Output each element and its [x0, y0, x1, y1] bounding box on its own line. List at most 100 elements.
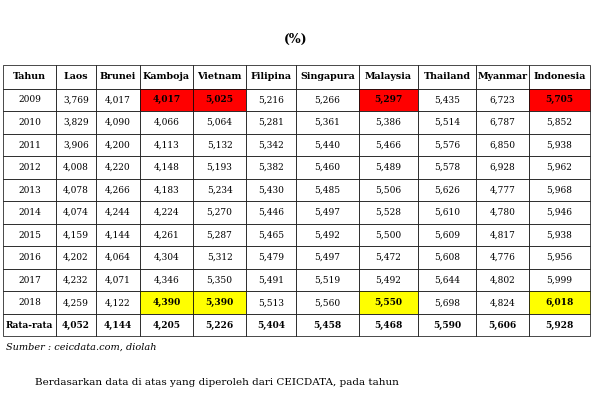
Bar	[246, 65, 297, 89]
Text: 6,850: 6,850	[489, 140, 515, 150]
Text: 5,287: 5,287	[207, 231, 232, 240]
Bar	[96, 269, 140, 291]
Bar	[56, 269, 96, 291]
Text: 4,064: 4,064	[105, 253, 131, 262]
Bar	[476, 179, 529, 201]
Text: 5,465: 5,465	[258, 231, 284, 240]
Text: 5,485: 5,485	[314, 186, 340, 194]
Bar	[56, 134, 96, 156]
Text: 5,281: 5,281	[258, 118, 284, 127]
Text: Berdasarkan data di atas yang diperoleh dari CEICDATA, pada tahun: Berdasarkan data di atas yang diperoleh …	[35, 378, 400, 387]
Text: 4,017: 4,017	[105, 95, 131, 104]
Bar	[56, 246, 96, 269]
Bar	[359, 291, 418, 314]
Text: 4,232: 4,232	[63, 276, 89, 285]
Text: 2009: 2009	[18, 95, 41, 104]
Text: (%): (%)	[284, 33, 307, 46]
Text: 4,144: 4,144	[103, 321, 132, 330]
Text: 4,824: 4,824	[489, 298, 515, 307]
Bar	[193, 269, 246, 291]
Bar	[246, 111, 297, 134]
Bar	[418, 269, 476, 291]
Bar	[529, 134, 590, 156]
Bar	[529, 89, 590, 111]
Text: 5,514: 5,514	[434, 118, 460, 127]
Bar	[3, 224, 56, 246]
Bar	[529, 224, 590, 246]
Text: 4,261: 4,261	[154, 231, 179, 240]
Bar	[418, 156, 476, 179]
Text: 4,017: 4,017	[152, 95, 180, 104]
Bar	[297, 179, 359, 201]
Text: 5,578: 5,578	[434, 163, 460, 172]
Bar	[193, 156, 246, 179]
Bar	[246, 89, 297, 111]
Text: 5,609: 5,609	[434, 231, 460, 240]
Text: 4,200: 4,200	[105, 140, 131, 150]
Bar	[476, 201, 529, 224]
Bar	[3, 201, 56, 224]
Bar	[96, 65, 140, 89]
Text: 2010: 2010	[18, 118, 41, 127]
Text: 4,802: 4,802	[489, 276, 515, 285]
Bar	[96, 201, 140, 224]
Text: 4,008: 4,008	[63, 163, 89, 172]
Text: 5,492: 5,492	[375, 276, 401, 285]
Text: Kamboja: Kamboja	[143, 72, 190, 81]
Bar	[359, 89, 418, 111]
Text: 5,025: 5,025	[206, 95, 233, 104]
Bar	[476, 89, 529, 111]
Bar	[193, 201, 246, 224]
Text: 5,479: 5,479	[258, 253, 284, 262]
Text: 5,489: 5,489	[375, 163, 401, 172]
Text: Tahun: Tahun	[13, 72, 46, 81]
Text: 4,780: 4,780	[489, 208, 515, 217]
Bar	[297, 201, 359, 224]
Text: 2013: 2013	[18, 186, 41, 194]
Text: 5,506: 5,506	[375, 186, 401, 194]
Bar	[3, 291, 56, 314]
Bar	[359, 156, 418, 179]
Text: 5,312: 5,312	[207, 253, 232, 262]
Bar	[359, 246, 418, 269]
Text: 5,404: 5,404	[257, 321, 285, 330]
Text: Thailand: Thailand	[423, 72, 470, 81]
Text: 5,528: 5,528	[375, 208, 401, 217]
Bar	[476, 134, 529, 156]
Text: Singapura: Singapura	[300, 72, 355, 81]
Bar	[3, 314, 56, 336]
Text: 3,829: 3,829	[63, 118, 89, 127]
Text: 3,769: 3,769	[63, 95, 89, 104]
Bar	[56, 111, 96, 134]
Bar	[246, 246, 297, 269]
Bar	[96, 224, 140, 246]
Bar	[193, 89, 246, 111]
Text: 5,270: 5,270	[207, 208, 232, 217]
Bar	[193, 65, 246, 89]
Text: 5,350: 5,350	[207, 276, 233, 285]
Bar	[140, 291, 193, 314]
Text: 4,205: 4,205	[152, 321, 180, 330]
Bar	[140, 179, 193, 201]
Bar	[3, 156, 56, 179]
Text: 5,968: 5,968	[547, 186, 573, 194]
Bar	[418, 179, 476, 201]
Text: 5,064: 5,064	[207, 118, 233, 127]
Bar	[3, 134, 56, 156]
Bar	[476, 291, 529, 314]
Text: 5,386: 5,386	[375, 118, 401, 127]
Text: 5,626: 5,626	[434, 186, 460, 194]
Text: 4,776: 4,776	[489, 253, 515, 262]
Text: 5,297: 5,297	[374, 95, 402, 104]
Text: 5,519: 5,519	[314, 276, 340, 285]
Bar	[96, 89, 140, 111]
Text: 6,928: 6,928	[489, 163, 515, 172]
Bar	[56, 179, 96, 201]
Text: 5,550: 5,550	[374, 298, 402, 307]
Bar	[297, 111, 359, 134]
Bar	[529, 269, 590, 291]
Bar	[140, 201, 193, 224]
Bar	[476, 269, 529, 291]
Text: 4,266: 4,266	[105, 186, 131, 194]
Bar	[359, 201, 418, 224]
